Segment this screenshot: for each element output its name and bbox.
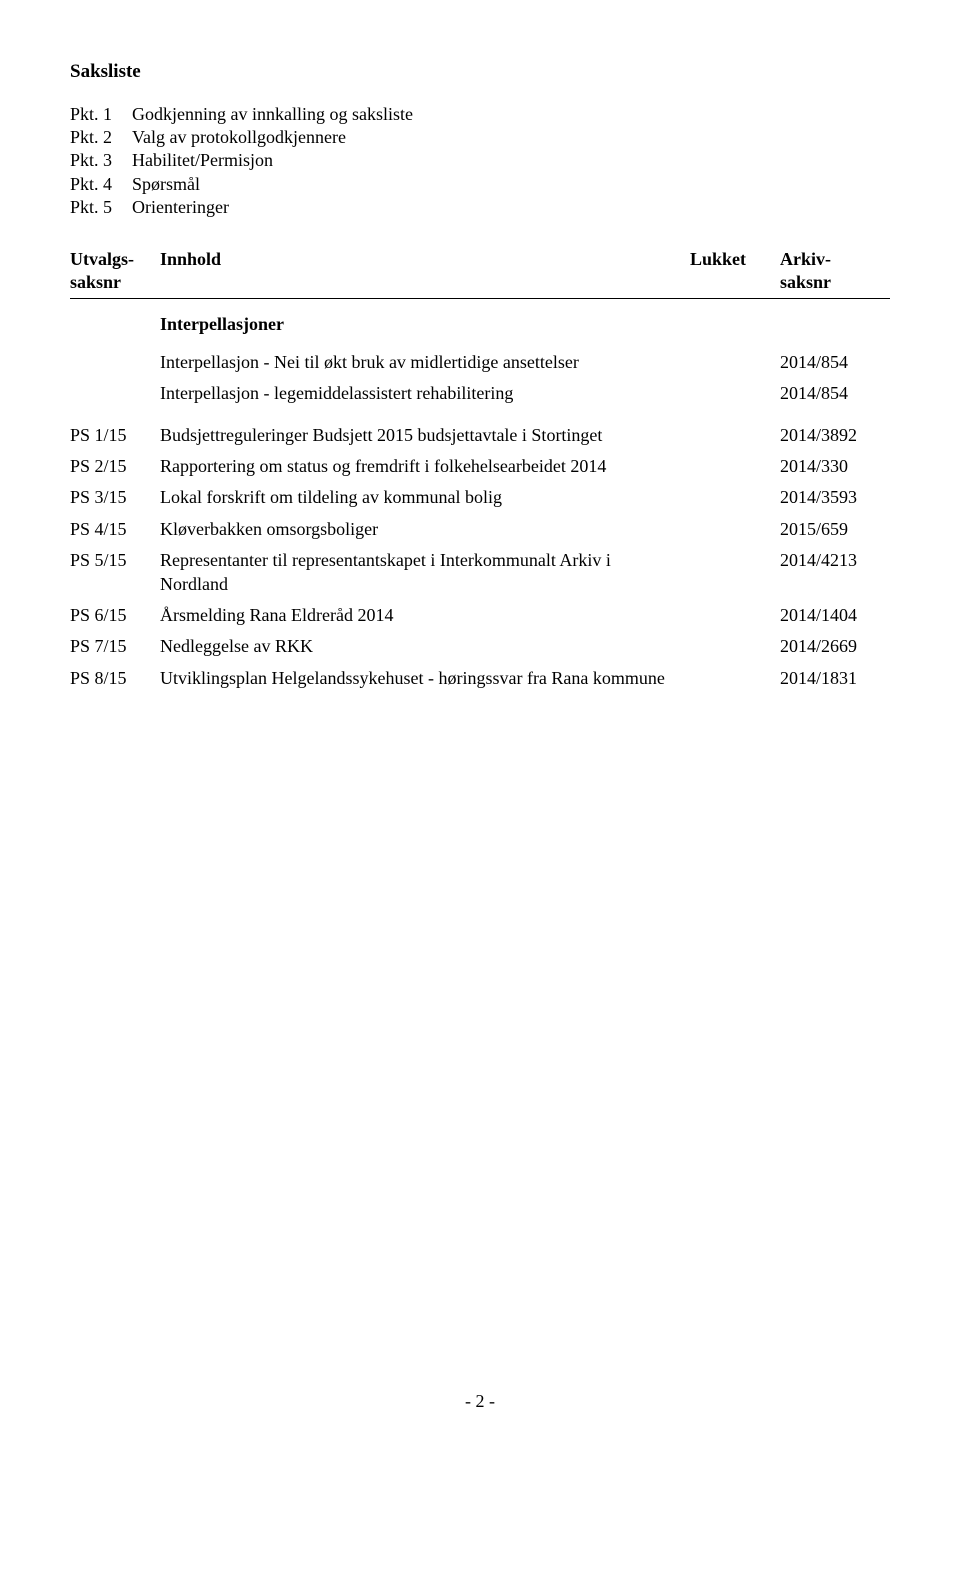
interp-arkiv: 2014/854 <box>780 351 890 374</box>
header-arkivsaksnr: Arkiv- saksnr <box>780 248 890 295</box>
table-row: PS 3/15 Lokal forskrift om tildeling av … <box>70 486 890 509</box>
row-ps: PS 7/15 <box>70 635 160 658</box>
row-text: Representanter til representantskapet i … <box>160 549 690 596</box>
row-text: Budsjettreguleringer Budsjett 2015 budsj… <box>160 424 690 447</box>
header-line: saksnr <box>70 272 121 292</box>
row-text: Rapportering om status og fremdrift i fo… <box>160 455 690 478</box>
pkt-row: Pkt. 2 Valg av protokollgodkjennere <box>70 126 890 149</box>
interp-row: Interpellasjon - Nei til økt bruk av mid… <box>70 351 890 374</box>
pkt-label: Pkt. 5 <box>70 196 132 219</box>
row-arkiv: 2014/330 <box>780 455 890 478</box>
interp-row: Interpellasjon - legemiddelassistert reh… <box>70 382 890 405</box>
row-ps: PS 4/15 <box>70 518 160 541</box>
table: Utvalgs- saksnr Innhold Lukket Arkiv- sa… <box>70 248 890 690</box>
row-arkiv: 2014/1404 <box>780 604 890 627</box>
row-ps: PS 2/15 <box>70 455 160 478</box>
row-arkiv: 2015/659 <box>780 518 890 541</box>
row-ps: PS 3/15 <box>70 486 160 509</box>
table-row: PS 4/15 Kløverbakken omsorgsboliger 2015… <box>70 518 890 541</box>
pkt-text: Valg av protokollgodkjennere <box>132 126 346 149</box>
row-text: Nedleggelse av RKK <box>160 635 690 658</box>
pkt-row: Pkt. 3 Habilitet/Permisjon <box>70 149 890 172</box>
header-utvalgssaksnr: Utvalgs- saksnr <box>70 248 160 295</box>
pkt-text: Godkjenning av innkalling og saksliste <box>132 103 413 126</box>
pkt-text: Orienteringer <box>132 196 229 219</box>
interp-text: Interpellasjon - Nei til økt bruk av mid… <box>160 351 690 374</box>
pkt-list: Pkt. 1 Godkjenning av innkalling og saks… <box>70 103 890 220</box>
header-innhold: Innhold <box>160 248 690 295</box>
header-line: Arkiv- <box>780 249 831 269</box>
interpellasjoner-block: Interpellasjoner Interpellasjon - Nei ti… <box>70 313 890 405</box>
row-arkiv: 2014/3892 <box>780 424 890 447</box>
row-text: Kløverbakken omsorgsboliger <box>160 518 690 541</box>
pkt-label: Pkt. 2 <box>70 126 132 149</box>
row-arkiv: 2014/4213 <box>780 549 890 572</box>
pkt-text: Habilitet/Permisjon <box>132 149 273 172</box>
pkt-label: Pkt. 3 <box>70 149 132 172</box>
row-text: Lokal forskrift om tildeling av kommunal… <box>160 486 690 509</box>
header-lukket: Lukket <box>690 248 780 295</box>
interpellasjoner-heading: Interpellasjoner <box>160 313 670 336</box>
table-row: PS 1/15 Budsjettreguleringer Budsjett 20… <box>70 424 890 447</box>
row-ps: PS 5/15 <box>70 549 160 572</box>
page-title: Saksliste <box>70 60 890 85</box>
table-row: PS 8/15 Utviklingsplan Helgelandssykehus… <box>70 667 890 690</box>
row-ps: PS 8/15 <box>70 667 160 690</box>
table-row: PS 5/15 Representanter til representants… <box>70 549 890 596</box>
table-row: PS 7/15 Nedleggelse av RKK 2014/2669 <box>70 635 890 658</box>
interp-text: Interpellasjon - legemiddelassistert reh… <box>160 382 690 405</box>
table-header: Utvalgs- saksnr Innhold Lukket Arkiv- sa… <box>70 248 890 300</box>
row-text: Årsmelding Rana Eldreråd 2014 <box>160 604 690 627</box>
pkt-label: Pkt. 4 <box>70 173 132 196</box>
pkt-row: Pkt. 1 Godkjenning av innkalling og saks… <box>70 103 890 126</box>
table-row: PS 6/15 Årsmelding Rana Eldreråd 2014 20… <box>70 604 890 627</box>
pkt-row: Pkt. 5 Orienteringer <box>70 196 890 219</box>
row-arkiv: 2014/2669 <box>780 635 890 658</box>
row-ps: PS 6/15 <box>70 604 160 627</box>
header-line: Utvalgs- <box>70 249 134 269</box>
row-text: Utviklingsplan Helgelandssykehuset - hør… <box>160 667 690 690</box>
row-arkiv: 2014/1831 <box>780 667 890 690</box>
pkt-row: Pkt. 4 Spørsmål <box>70 173 890 196</box>
row-ps: PS 1/15 <box>70 424 160 447</box>
pkt-text: Spørsmål <box>132 173 200 196</box>
pkt-label: Pkt. 1 <box>70 103 132 126</box>
interp-arkiv: 2014/854 <box>780 382 890 405</box>
table-row: PS 2/15 Rapportering om status og fremdr… <box>70 455 890 478</box>
page-number: - 2 - <box>70 1390 890 1413</box>
row-arkiv: 2014/3593 <box>780 486 890 509</box>
header-line: saksnr <box>780 272 831 292</box>
